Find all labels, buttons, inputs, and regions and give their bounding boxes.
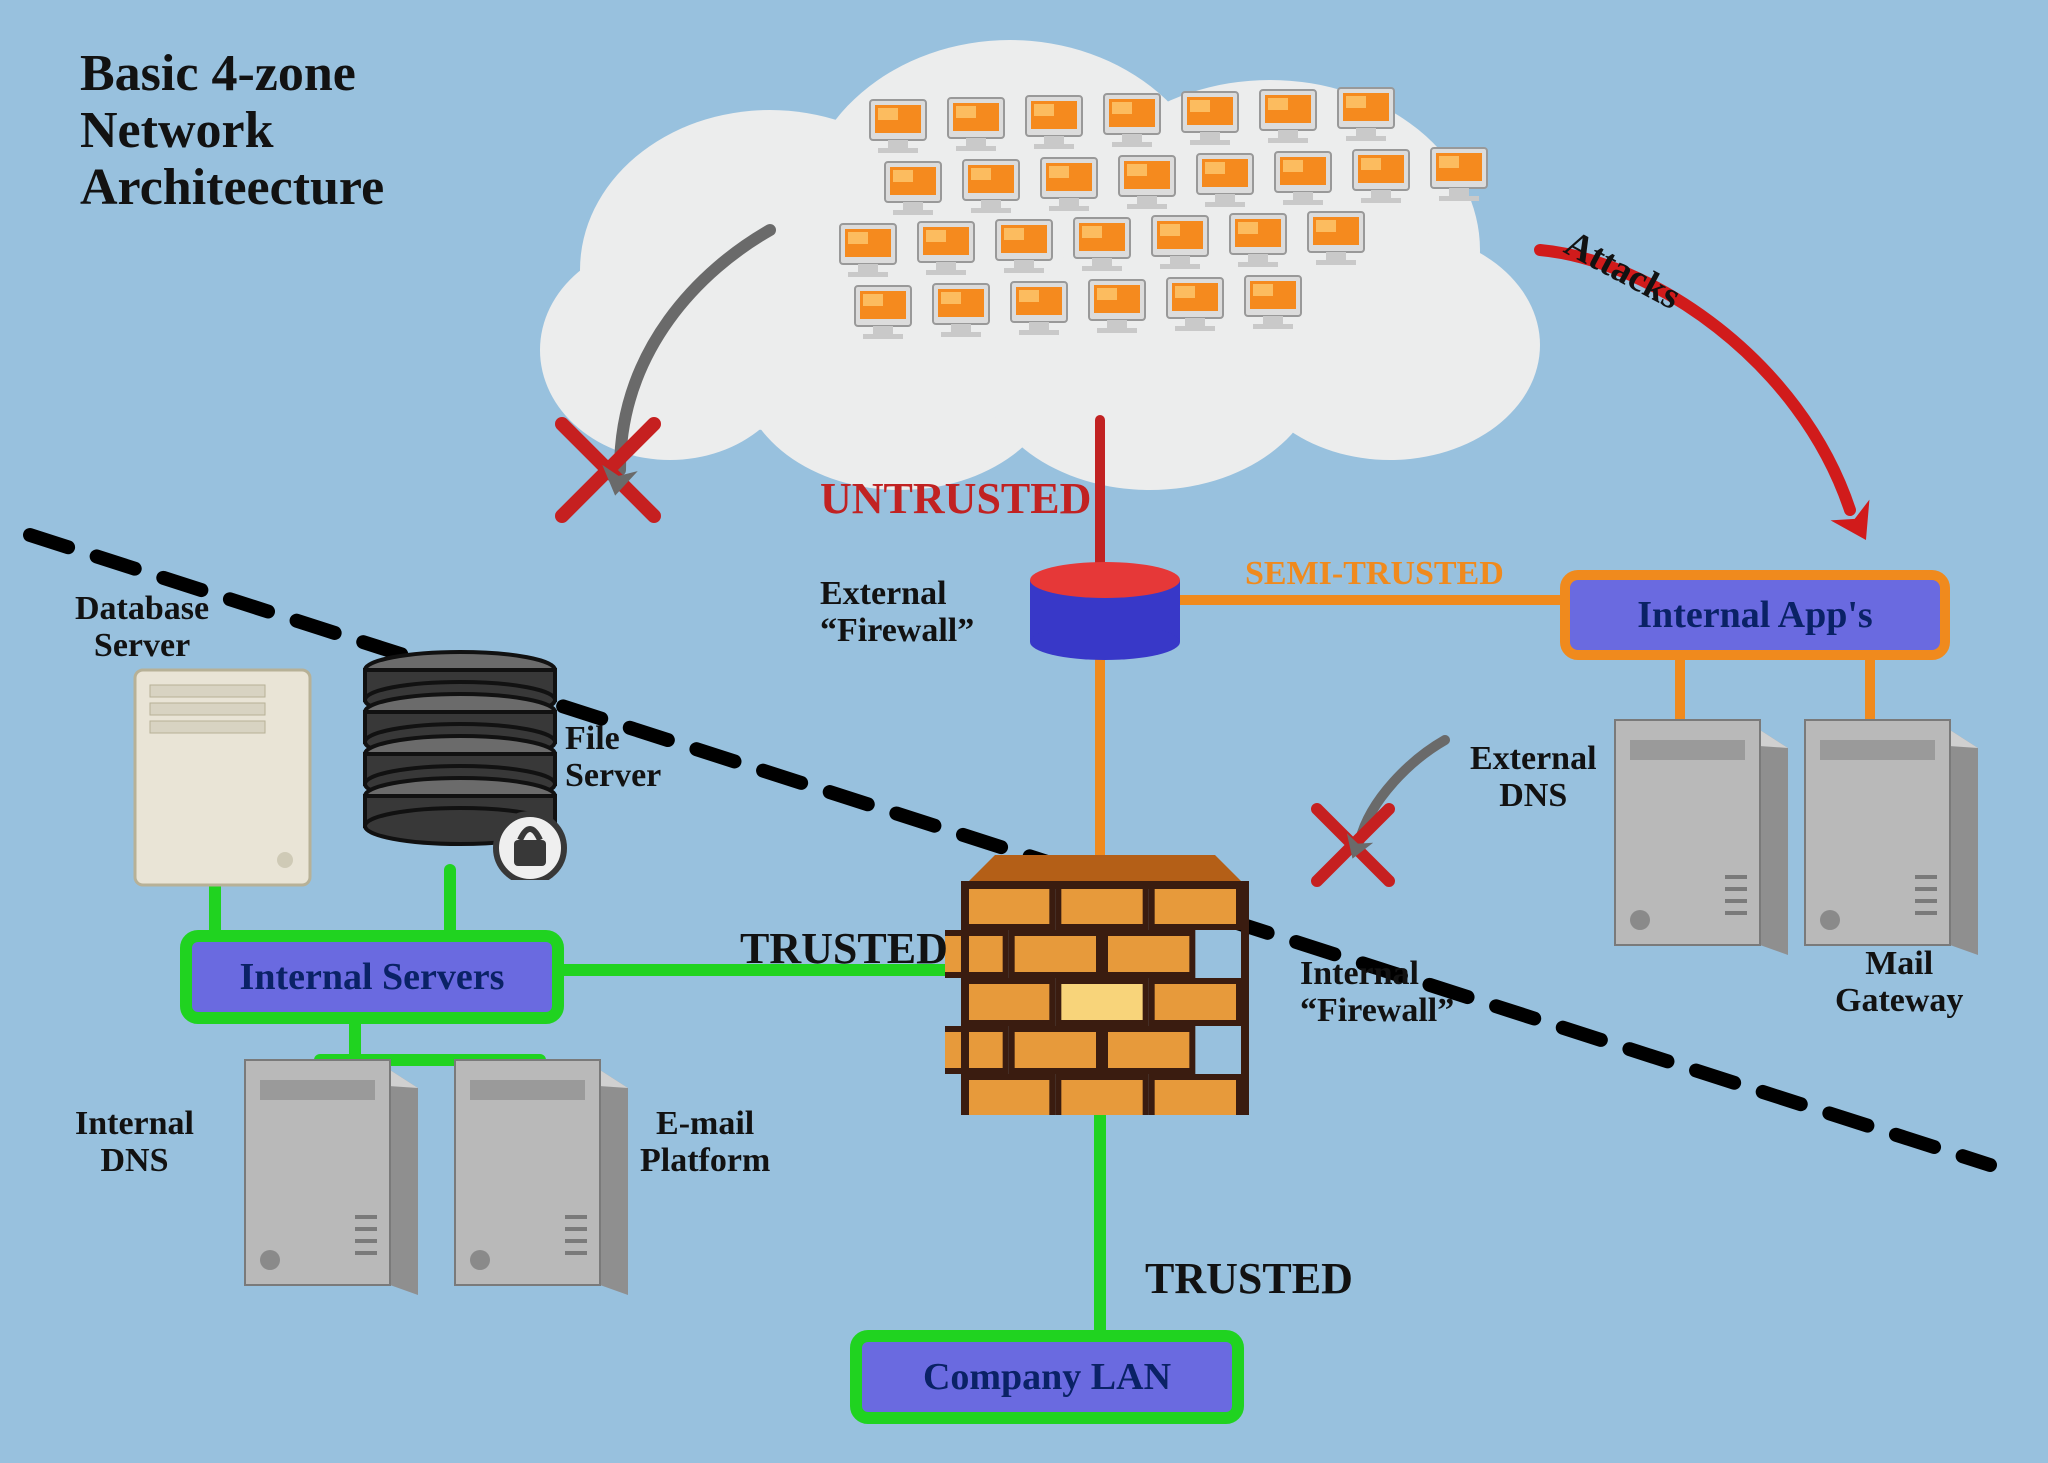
internal-apps-box: Internal App's: [1560, 570, 1950, 660]
internal-dns-label: Internal DNS: [75, 1105, 194, 1180]
diagram-stage: Internal Servers Company LAN Internal Ap…: [0, 0, 2048, 1463]
database-server-label: Database Server: [75, 590, 209, 665]
company-lan-label: Company LAN: [923, 1356, 1171, 1398]
attack-arrows: [0, 0, 2048, 1463]
diagram-title: Basic 4-zone Network Architeecture: [80, 45, 384, 217]
trusted-zone-label-left: TRUSTED: [740, 925, 948, 973]
trusted-zone-label-bottom: TRUSTED: [1145, 1255, 1353, 1303]
internal-apps-label: Internal App's: [1637, 594, 1872, 636]
email-platform-label: E-mail Platform: [640, 1105, 770, 1180]
internal-servers-label: Internal Servers: [240, 956, 505, 998]
external-firewall-label: External “Firewall”: [820, 575, 974, 650]
untrusted-zone-label: UNTRUSTED: [820, 475, 1091, 523]
external-dns-label: External DNS: [1470, 740, 1597, 815]
semi-trusted-zone-label: SEMI-TRUSTED: [1245, 555, 1504, 592]
internal-servers-box: Internal Servers: [180, 930, 564, 1024]
internal-firewall-label: Internal “Firewall”: [1300, 955, 1454, 1030]
mail-gateway-label: Mail Gateway: [1835, 945, 1963, 1020]
company-lan-box: Company LAN: [850, 1330, 1244, 1424]
file-server-label: File Server: [565, 720, 661, 795]
